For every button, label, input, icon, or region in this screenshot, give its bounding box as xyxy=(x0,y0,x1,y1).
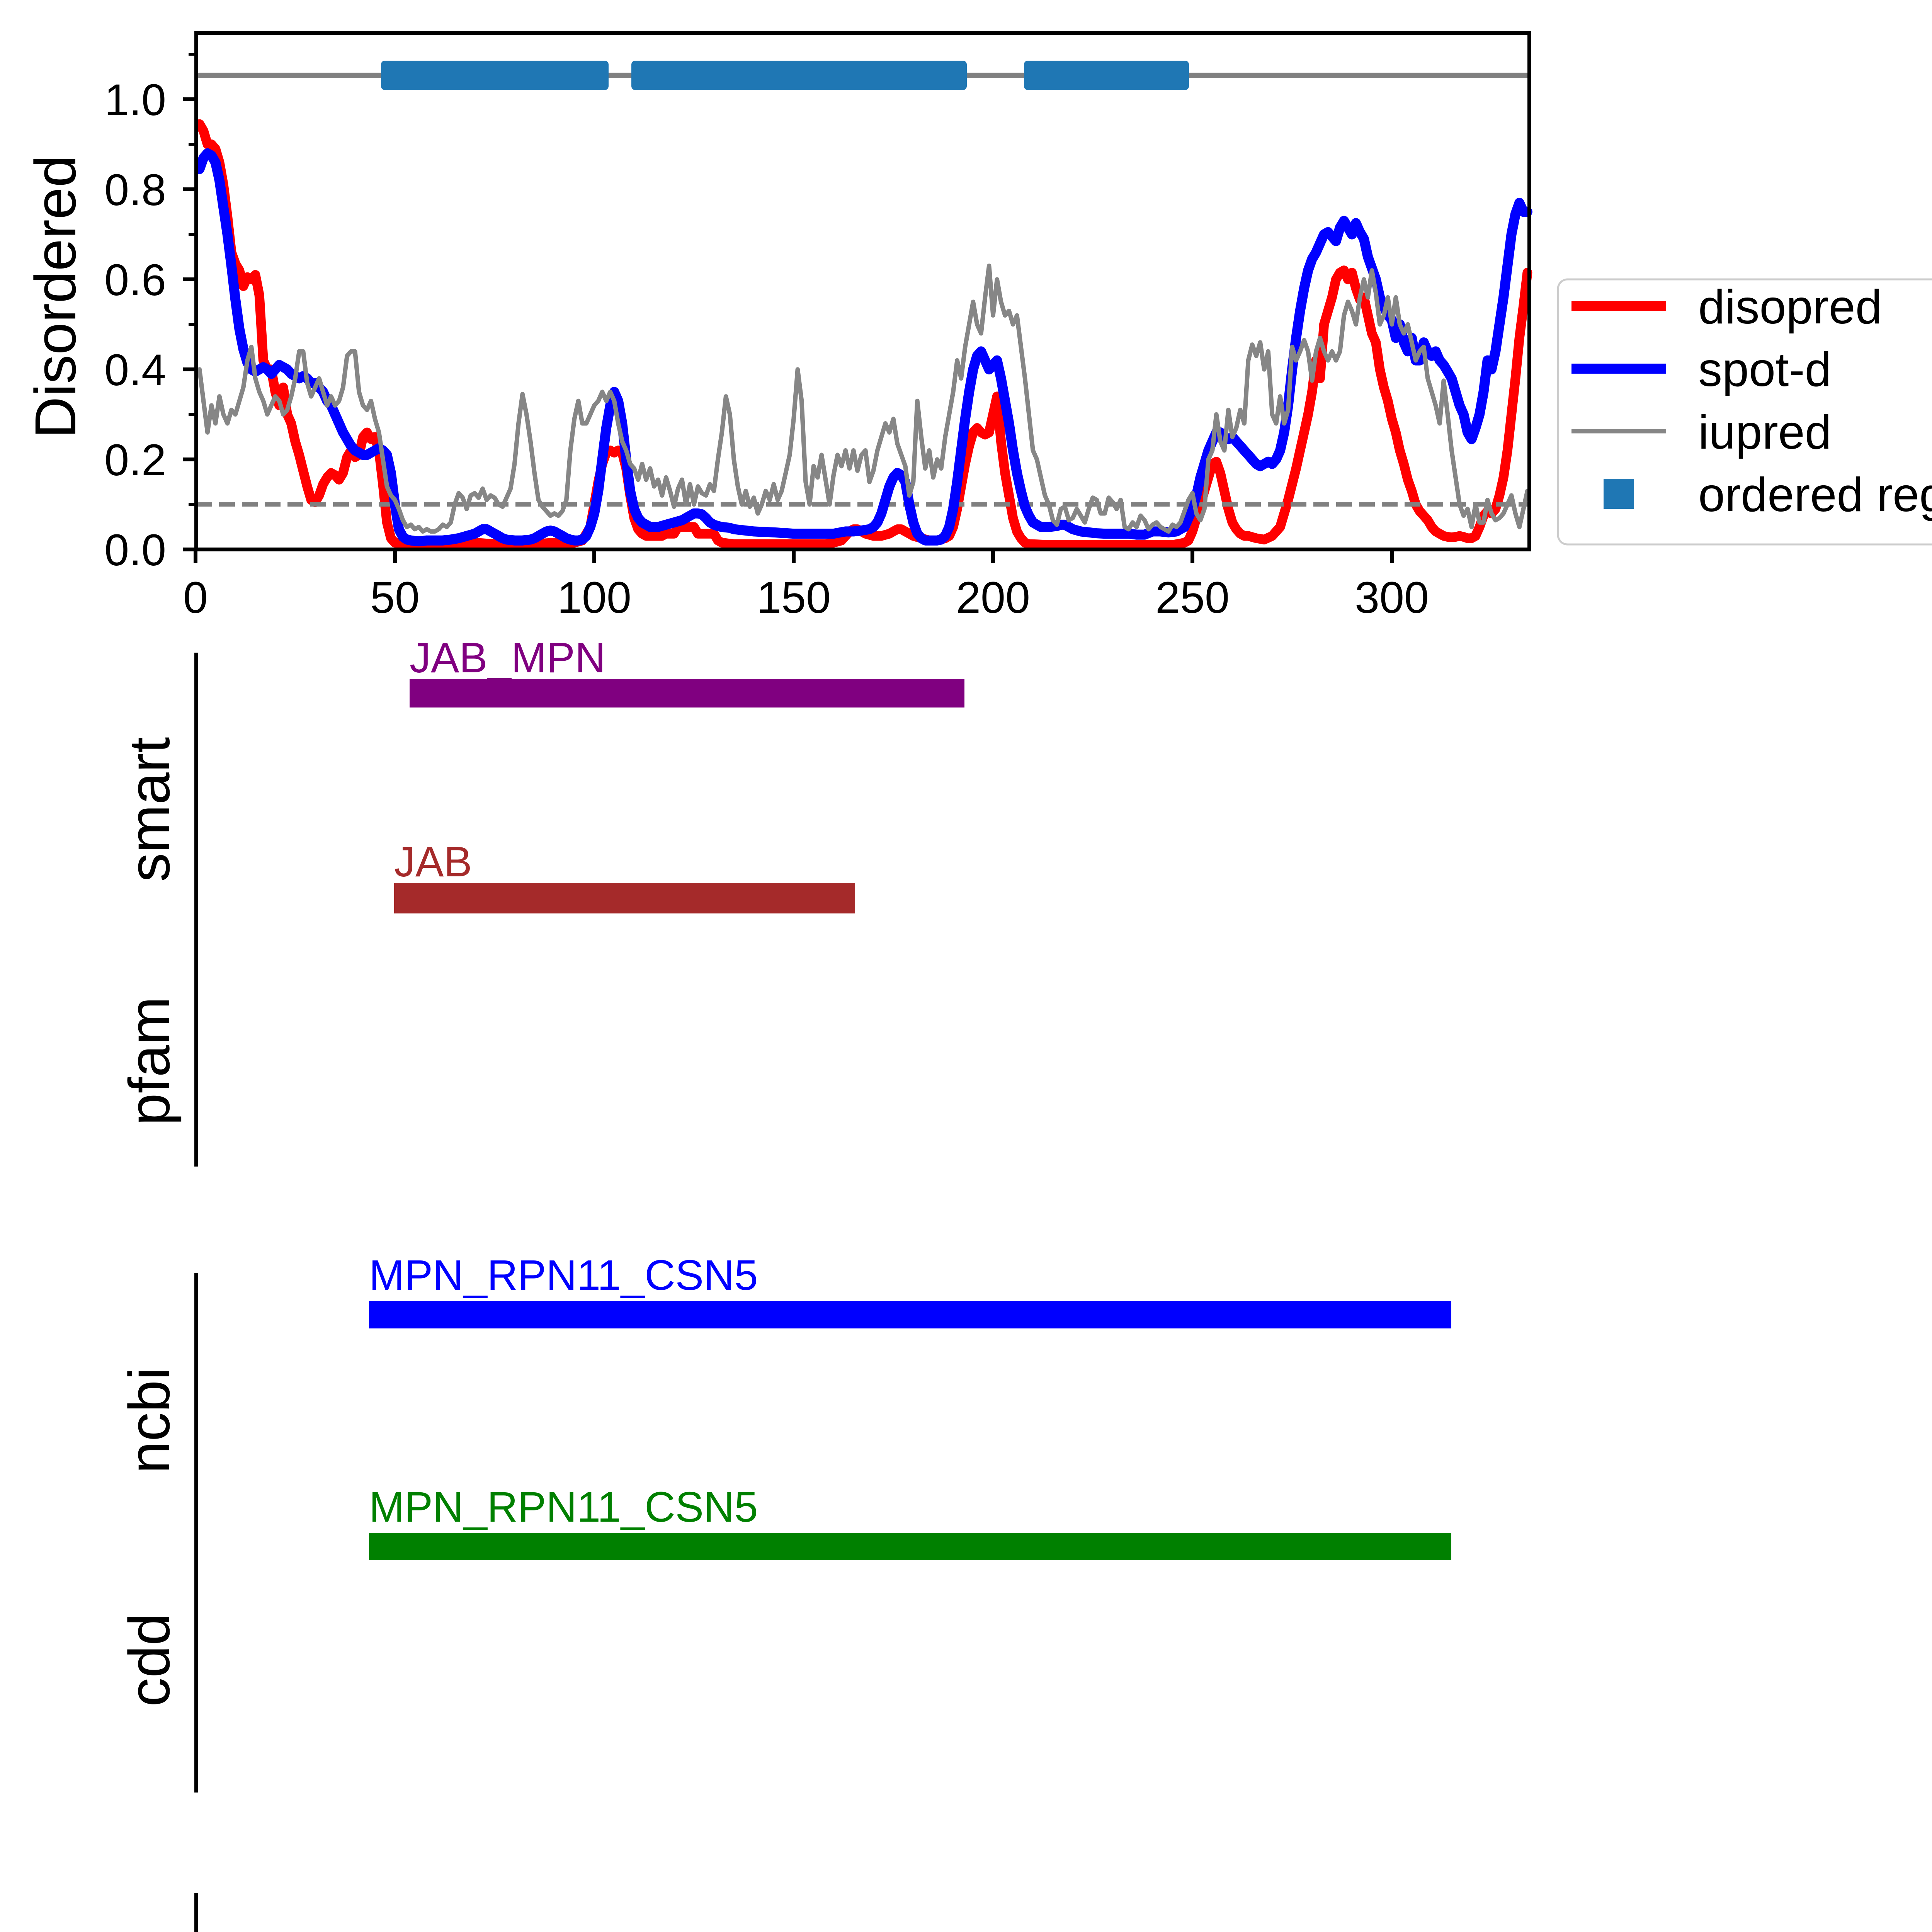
svg-text:ordered region: ordered region xyxy=(1698,468,1932,522)
svg-text:0.6: 0.6 xyxy=(104,255,166,305)
svg-text:1.0: 1.0 xyxy=(104,75,166,125)
svg-text:100: 100 xyxy=(557,573,631,622)
svg-text:50: 50 xyxy=(370,573,420,622)
svg-text:0.2: 0.2 xyxy=(104,435,166,485)
svg-text:disopred: disopred xyxy=(1698,281,1882,334)
svg-text:300: 300 xyxy=(1355,573,1429,622)
svg-text:0: 0 xyxy=(183,573,208,622)
svg-text:JAB: JAB xyxy=(394,838,472,886)
svg-text:ncbi: ncbi xyxy=(117,1367,182,1473)
svg-text:0.4: 0.4 xyxy=(104,345,166,395)
svg-text:JAB_MPN: JAB_MPN xyxy=(410,634,605,682)
svg-text:MPN_RPN11_CSN5: MPN_RPN11_CSN5 xyxy=(369,1483,758,1531)
svg-text:smart: smart xyxy=(117,737,182,882)
svg-text:250: 250 xyxy=(1155,573,1230,622)
svg-text:0.0: 0.0 xyxy=(104,526,166,575)
svg-text:iupred: iupred xyxy=(1698,406,1832,459)
svg-text:pfam: pfam xyxy=(117,997,182,1125)
svg-text:spot-d: spot-d xyxy=(1698,343,1832,396)
svg-text:150: 150 xyxy=(757,573,831,622)
svg-text:Disordered: Disordered xyxy=(23,155,88,439)
svg-text:200: 200 xyxy=(956,573,1030,622)
svg-text:MPN_RPN11_CSN5: MPN_RPN11_CSN5 xyxy=(369,1252,758,1299)
svg-text:0.8: 0.8 xyxy=(104,165,166,215)
svg-text:cdd: cdd xyxy=(117,1613,182,1707)
